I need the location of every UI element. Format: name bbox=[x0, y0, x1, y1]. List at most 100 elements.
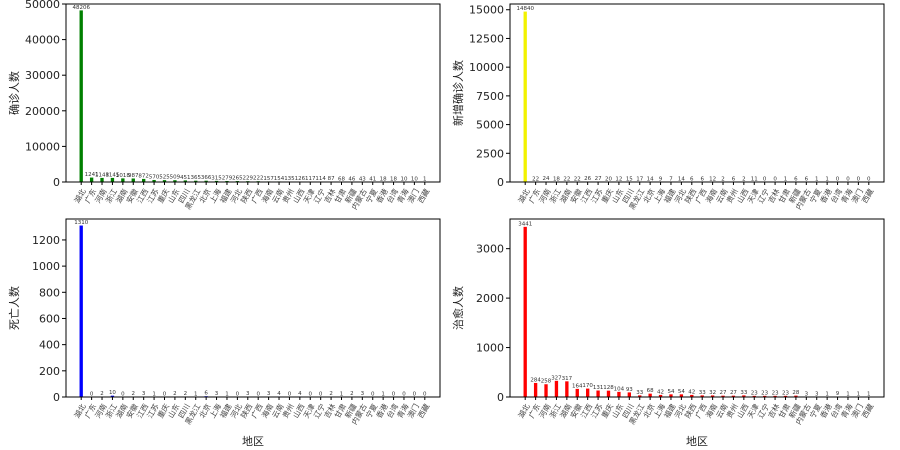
axes-frame bbox=[65, 3, 441, 183]
bar bbox=[648, 393, 652, 397]
data-label: 1 bbox=[867, 391, 871, 397]
data-label: 0 bbox=[423, 392, 427, 398]
data-label: 6 bbox=[805, 176, 809, 182]
y-tick-label: 50000 bbox=[25, 0, 60, 11]
bar bbox=[679, 394, 684, 397]
bar bbox=[173, 180, 177, 182]
data-label: 3 bbox=[805, 391, 809, 397]
data-label: 222 bbox=[253, 176, 264, 182]
bar bbox=[79, 10, 83, 183]
data-label: 0 bbox=[392, 392, 396, 398]
data-label: 570 bbox=[149, 174, 160, 180]
y-tick-label: 2000 bbox=[476, 292, 504, 305]
y-tick-label: 0 bbox=[497, 176, 504, 189]
data-label: 0 bbox=[288, 392, 292, 398]
data-label: 9 bbox=[659, 176, 663, 182]
data-label: 20 bbox=[605, 176, 612, 182]
data-label: 3 bbox=[246, 391, 250, 397]
data-label: 1018 bbox=[116, 173, 130, 179]
data-label: 525 bbox=[159, 175, 170, 181]
data-label: 229 bbox=[243, 176, 254, 182]
bar bbox=[121, 178, 125, 182]
data-label: 18 bbox=[390, 176, 397, 182]
data-label: 26 bbox=[584, 176, 591, 182]
data-label: 1 bbox=[825, 176, 829, 182]
bar bbox=[554, 380, 559, 397]
data-label: 6 bbox=[700, 176, 704, 182]
y-tick-label: 5000 bbox=[476, 119, 504, 132]
data-label: 3 bbox=[815, 391, 819, 397]
y-tick-label: 12500 bbox=[469, 32, 504, 45]
data-label: 1 bbox=[340, 391, 344, 397]
data-label: 1 bbox=[225, 391, 229, 397]
data-label: 23 bbox=[761, 390, 768, 396]
bar bbox=[690, 394, 694, 397]
data-label: 0 bbox=[402, 392, 406, 398]
y-axis-label: 治愈人数 bbox=[451, 286, 465, 330]
data-label: 157 bbox=[263, 176, 274, 182]
x-tick-label: 西藏 bbox=[859, 401, 875, 419]
data-label: 17 bbox=[636, 176, 643, 182]
bar bbox=[79, 225, 83, 397]
data-label: 154 bbox=[274, 176, 285, 182]
data-label: 1 bbox=[381, 391, 385, 397]
axes-frame bbox=[509, 3, 885, 183]
y-tick-label: 15000 bbox=[469, 4, 504, 17]
data-label: 0 bbox=[773, 177, 777, 183]
data-label: 315 bbox=[211, 175, 222, 181]
data-label: 43 bbox=[359, 176, 366, 182]
data-label: 27 bbox=[730, 390, 737, 396]
y-tick-label: 0 bbox=[497, 391, 504, 404]
data-label: 46 bbox=[348, 176, 355, 182]
bar bbox=[586, 388, 590, 397]
data-label: 2 bbox=[350, 391, 354, 397]
data-label: 987 bbox=[128, 173, 139, 179]
data-label: 14 bbox=[647, 176, 654, 182]
data-label: 9 bbox=[836, 391, 840, 397]
bar bbox=[752, 395, 756, 397]
data-label: 509 bbox=[170, 175, 181, 181]
data-label: 22 bbox=[532, 176, 539, 182]
data-label: 1 bbox=[815, 176, 819, 182]
data-label: 68 bbox=[338, 176, 345, 182]
data-label: 0 bbox=[846, 177, 850, 183]
data-label: 128 bbox=[603, 385, 614, 391]
data-label: 0 bbox=[256, 392, 260, 398]
data-label: 87 bbox=[328, 176, 335, 182]
data-label: 32 bbox=[709, 390, 716, 396]
y-axis-label: 死亡人数 bbox=[7, 286, 21, 330]
y-axis-label: 新增确诊人数 bbox=[451, 60, 465, 126]
data-label: 12 bbox=[615, 176, 622, 182]
data-label: 27 bbox=[595, 176, 602, 182]
axes-frame bbox=[65, 218, 441, 398]
axes-frame bbox=[509, 218, 885, 398]
y-tick-label: 400 bbox=[39, 339, 60, 352]
data-label: 258 bbox=[541, 379, 552, 385]
bar bbox=[606, 390, 611, 397]
y-tick-label: 30000 bbox=[25, 69, 60, 82]
x-tick-label: 西藏 bbox=[859, 186, 875, 204]
data-label: 265 bbox=[232, 176, 243, 182]
bar bbox=[523, 11, 527, 182]
bar bbox=[575, 388, 579, 397]
bar bbox=[627, 392, 631, 397]
bar bbox=[544, 384, 548, 397]
data-label: 131 bbox=[593, 385, 604, 391]
data-label: 14 bbox=[678, 176, 685, 182]
bar bbox=[162, 180, 167, 182]
data-label: 3 bbox=[361, 391, 365, 397]
data-label: 114 bbox=[315, 176, 326, 182]
data-label: 117 bbox=[305, 176, 316, 182]
data-label: 48206 bbox=[72, 5, 90, 11]
data-label: 42 bbox=[657, 389, 664, 395]
data-label: 1 bbox=[152, 391, 156, 397]
data-label: 33 bbox=[740, 390, 747, 396]
data-label: 327 bbox=[551, 375, 562, 381]
data-label: 1 bbox=[846, 391, 850, 397]
bar bbox=[214, 180, 219, 182]
data-label: 3 bbox=[142, 391, 146, 397]
data-label: 1 bbox=[784, 176, 788, 182]
data-label: 3441 bbox=[518, 221, 532, 227]
data-label: 6 bbox=[690, 176, 694, 182]
